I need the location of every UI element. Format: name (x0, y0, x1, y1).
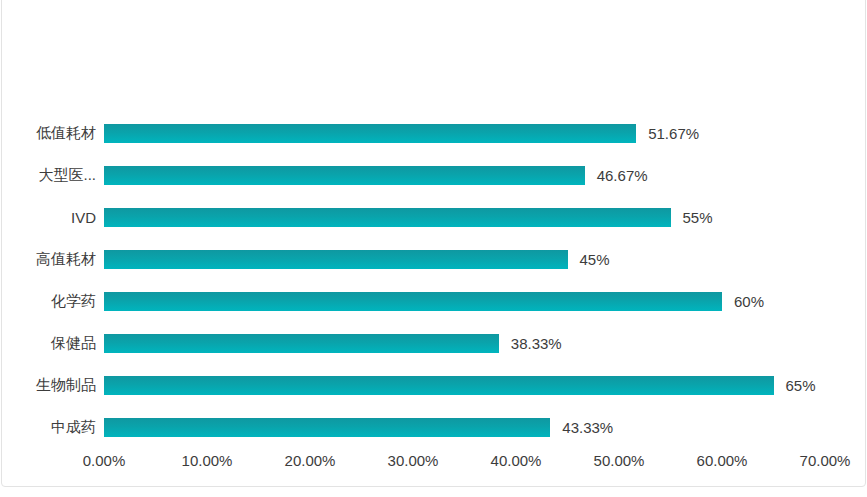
category-label: 大型医... (8, 166, 104, 185)
bar-track: 38.33% (104, 334, 825, 353)
x-axis-tick-label: 40.00% (491, 449, 542, 473)
bar[interactable] (104, 124, 636, 143)
category-label: 低值耗材 (8, 124, 104, 143)
bar-track: 45% (104, 250, 825, 269)
bar[interactable] (104, 292, 722, 311)
bar-track: 43.33% (104, 418, 825, 437)
bar[interactable] (104, 418, 550, 437)
x-axis: 0.00%10.00%20.00%30.00%40.00%50.00%60.00… (104, 449, 825, 473)
category-label: IVD (8, 209, 104, 226)
bar[interactable] (104, 250, 568, 269)
bar-row: 中成药 43.33% (8, 406, 825, 448)
x-axis-tick-label: 0.00% (83, 449, 126, 473)
bar-track: 65% (104, 376, 825, 395)
bar-track: 55% (104, 208, 825, 227)
x-axis-tick-label: 20.00% (285, 449, 336, 473)
value-label: 65% (786, 377, 816, 394)
bar[interactable] (104, 166, 585, 185)
bar[interactable] (104, 376, 774, 395)
category-label: 化学药 (8, 292, 104, 311)
category-label: 保健品 (8, 334, 104, 353)
value-label: 51.67% (648, 125, 699, 142)
bar-row: 化学药 60% (8, 280, 825, 322)
value-label: 46.67% (597, 167, 648, 184)
bar[interactable] (104, 334, 499, 353)
category-label: 高值耗材 (8, 250, 104, 269)
x-axis-tick-label: 50.00% (594, 449, 645, 473)
value-label: 55% (683, 209, 713, 226)
x-axis-tick-label: 30.00% (388, 449, 439, 473)
value-label: 43.33% (562, 419, 613, 436)
bar-row: 高值耗材 45% (8, 238, 825, 280)
value-label: 45% (580, 251, 610, 268)
bar-row: 低值耗材 51.67% (8, 112, 825, 154)
bar-chart-plot-area: 低值耗材 51.67% 大型医... 46.67% IVD 55% 高值耗材 45% 化学药 60… (8, 112, 825, 448)
bar-track: 46.67% (104, 166, 825, 185)
x-axis-tick-label: 60.00% (697, 449, 748, 473)
bar-track: 60% (104, 292, 825, 311)
bar[interactable] (104, 208, 671, 227)
x-axis-tick-label: 10.00% (182, 449, 233, 473)
category-label: 中成药 (8, 418, 104, 437)
bar-row: 保健品 38.33% (8, 322, 825, 364)
value-label: 60% (734, 293, 764, 310)
bar-track: 51.67% (104, 124, 825, 143)
bar-row: IVD 55% (8, 196, 825, 238)
bar-row: 生物制品 65% (8, 364, 825, 406)
value-label: 38.33% (511, 335, 562, 352)
bar-row: 大型医... 46.67% (8, 154, 825, 196)
x-axis-tick-label: 70.00% (800, 449, 851, 473)
category-label: 生物制品 (8, 376, 104, 395)
